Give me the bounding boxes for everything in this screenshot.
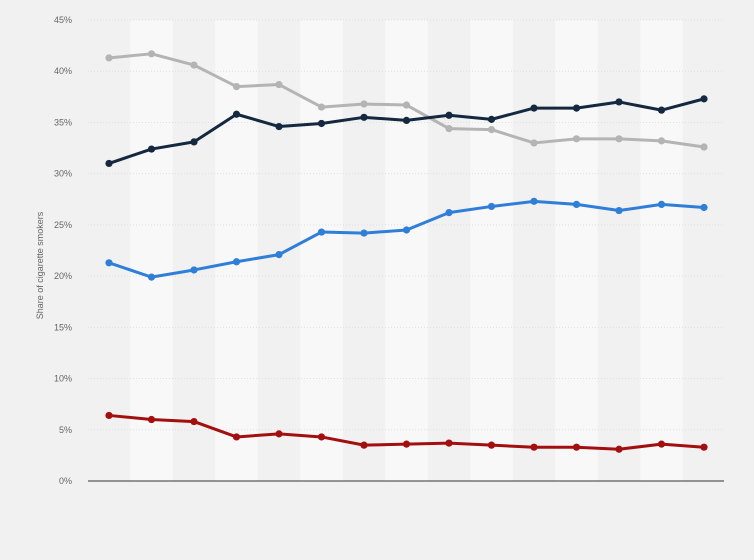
data-point[interactable] [190,266,198,274]
data-point[interactable] [190,417,198,426]
data-point[interactable] [232,433,241,441]
data-point[interactable] [275,122,283,131]
data-point[interactable] [615,98,623,106]
data-point[interactable] [657,440,666,448]
data-point[interactable] [572,135,581,143]
gridlines [88,19,724,431]
data-point[interactable] [700,203,708,212]
data-point[interactable] [615,445,623,453]
y-tick-label: 30% [54,169,72,179]
column-band [470,20,513,481]
data-point[interactable] [360,113,368,121]
data-point[interactable] [147,273,156,281]
data-point[interactable] [105,259,113,267]
data-point[interactable] [147,145,156,153]
data-point[interactable] [190,138,198,146]
data-point[interactable] [317,119,326,128]
y-tick-label: 25% [54,220,72,230]
column-bands [130,20,683,481]
y-tick-label: 35% [54,117,72,127]
column-band [215,20,258,481]
series-1 [105,50,708,151]
data-point[interactable] [147,415,156,424]
data-point[interactable] [275,430,283,438]
data-point[interactable] [530,443,538,451]
y-tick-label: 40% [54,66,72,76]
data-point[interactable] [572,104,581,112]
data-point[interactable] [232,258,241,266]
data-point[interactable] [317,103,326,111]
data-point[interactable] [232,110,241,118]
data-point[interactable] [487,441,496,449]
data-point[interactable] [275,80,283,89]
data-point[interactable] [445,208,453,217]
y-axis-title: Share of cigarette smokers [35,211,45,319]
column-band [555,20,598,481]
data-point[interactable] [360,229,368,237]
data-point[interactable] [275,250,283,259]
data-point[interactable] [360,100,368,108]
data-point[interactable] [445,439,453,447]
data-point[interactable] [657,106,666,114]
data-point[interactable] [572,443,581,451]
data-point[interactable] [232,82,241,91]
y-tick-label: 15% [54,322,72,332]
data-point[interactable] [147,50,156,58]
y-tick-label: 10% [54,374,72,384]
y-tick-label: 45% [54,15,72,25]
data-point[interactable] [615,135,623,143]
column-band [130,20,173,481]
data-point[interactable] [360,441,368,449]
data-point[interactable] [487,115,496,123]
data-point[interactable] [615,206,623,215]
data-point[interactable] [487,126,496,134]
data-point[interactable] [445,111,453,119]
data-point[interactable] [530,197,538,205]
data-point[interactable] [317,228,326,236]
data-point[interactable] [657,137,666,145]
data-point[interactable] [402,116,411,124]
data-point[interactable] [530,139,538,147]
column-band [640,20,683,481]
data-point[interactable] [190,61,198,69]
series-4 [105,411,708,453]
data-point[interactable] [487,202,496,211]
data-point[interactable] [530,104,538,112]
data-point[interactable] [105,411,113,420]
data-point[interactable] [402,440,411,448]
data-point[interactable] [700,95,708,103]
data-point[interactable] [700,443,708,451]
data-point[interactable] [105,54,113,62]
column-band [385,20,428,481]
y-tick-label: 0% [59,476,72,486]
column-band [300,20,343,481]
y-tick-label: 20% [54,271,72,281]
data-point[interactable] [572,200,581,208]
y-tick-label: 5% [59,425,72,435]
series-2 [105,95,708,168]
data-point[interactable] [105,159,113,168]
series-3 [105,197,708,281]
y-axis-ticks: 0% 5% 10% 15% 20% 25% 30% 35% 40% 45% [54,15,72,486]
data-point[interactable] [402,226,411,234]
data-point[interactable] [402,101,411,109]
data-point[interactable] [317,433,326,441]
data-point[interactable] [445,124,453,133]
data-point[interactable] [657,200,666,208]
series-layer [105,50,708,453]
data-point[interactable] [700,143,708,151]
